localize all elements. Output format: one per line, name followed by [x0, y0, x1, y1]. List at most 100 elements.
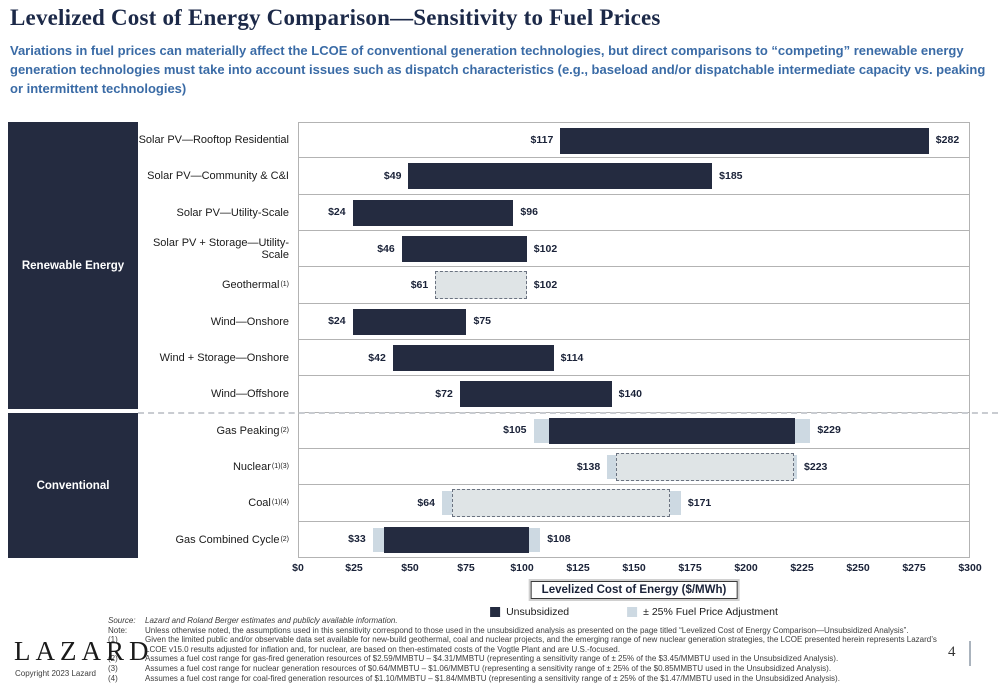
bar-segment-fuel	[794, 418, 811, 443]
chart-row: Coal (1)(4) $64 $171	[138, 485, 970, 522]
legend-item-unsubsidized: Unsubsidized	[490, 606, 569, 618]
page-title: Levelized Cost of Energy Comparison—Sens…	[10, 5, 661, 30]
footnote-label: (2)	[108, 654, 118, 664]
bar-segment-dashed	[616, 452, 794, 481]
bar-segment-solid	[459, 381, 612, 408]
x-tick: $200	[734, 562, 758, 574]
bar-segment-solid	[392, 344, 554, 371]
row-label: Gas Combined Cycle (2)	[175, 533, 290, 546]
bar-high-value: $102	[533, 278, 558, 291]
row-plot: $61 $102	[298, 267, 970, 304]
x-tick: $25	[345, 562, 363, 574]
bar-low-value: $49	[383, 169, 402, 182]
bar-low-value: $117	[530, 134, 554, 147]
row-label: Wind + Storage—Onshore	[159, 352, 289, 365]
bar-high-value: $282	[935, 134, 960, 147]
footnote-label: Note:	[108, 625, 128, 635]
bar-high-value: $171	[687, 496, 712, 509]
legend-label: ± 25% Fuel Price Adjustment	[643, 606, 778, 618]
row-label: Coal (1)(4)	[248, 497, 289, 510]
group-label-renewable-text: Renewable Energy	[21, 259, 125, 272]
row-plot: $117 $282	[298, 122, 970, 159]
bar-segment-fuel	[533, 418, 550, 443]
legend-label: Unsubsidized	[506, 606, 570, 618]
bar-low-value: $72	[435, 387, 453, 400]
row-plot: $64 $171	[298, 485, 970, 522]
page-number: 4	[948, 644, 956, 660]
x-tick: $275	[902, 562, 926, 574]
bar-segment-fuel	[793, 454, 798, 479]
group-label-renewable: Renewable Energy	[8, 122, 138, 409]
chart-row: Geothermal (1) $61 $102	[138, 267, 970, 304]
footnote-label: (1)	[108, 635, 118, 645]
footnote-label: (3)	[108, 663, 118, 673]
x-axis: $0 $25 $50 $75 $100 $125 $150 $175 $200 $225 $250 $…	[292, 562, 982, 576]
page-number-divider	[969, 641, 971, 666]
chart-row: Nuclear (1)(3) $138 $223	[138, 448, 970, 486]
x-tick: $150	[622, 562, 646, 574]
group-label-conventional: Conventional	[8, 413, 138, 558]
row-plot: $24 $75	[298, 303, 970, 340]
bar-high-value: $108	[547, 533, 571, 546]
lazard-logo: LAZARD	[14, 636, 154, 666]
footnote-row: (1) Given the limited public and/or obser…	[108, 635, 940, 654]
row-label: Geothermal (1)	[221, 279, 289, 292]
group-divider-dashed-line	[138, 412, 998, 414]
row-label: Solar PV + Storage—Utility-Scale	[152, 237, 289, 262]
row-plot: $105 $229	[298, 412, 970, 449]
bar-segment-solid	[383, 526, 530, 553]
bar-low-value: $46	[377, 242, 395, 255]
chart-rows: Solar PV—Rooftop Residential $117 $282 Sola…	[138, 122, 970, 558]
chart-row: Solar PV—Rooftop Residential $117 $282	[138, 122, 970, 159]
bar-segment-fuel	[669, 491, 681, 516]
bar-high-value: $223	[804, 460, 828, 473]
bar-segment-solid	[352, 308, 467, 335]
page-subtitle: Variations in fuel prices can materially…	[10, 43, 986, 96]
footnote-label: (4)	[108, 673, 118, 683]
bar-low-value: $61	[410, 278, 429, 291]
footnote-text: Given the limited public and/or observab…	[145, 635, 937, 654]
chart-row: Wind—Offshore $72 $140	[138, 376, 970, 413]
footnote-text: Unless otherwise noted, the assumptions …	[145, 625, 909, 635]
bar-segment-dashed	[435, 271, 527, 300]
bar-high-value: $114	[560, 351, 584, 364]
footnote-row: Note: Unless otherwise noted, the assumpt…	[108, 626, 940, 636]
footnote-row: (2) Assumes a fuel cost range for gas-fir…	[108, 654, 940, 664]
footnote-text: Assumes a fuel cost range for gas-fired …	[145, 654, 839, 664]
bar-segment-dashed	[451, 489, 670, 518]
x-tick: $0	[292, 562, 304, 574]
row-label: Solar PV—Community & C&I	[147, 170, 289, 183]
row-plot: $138 $223	[298, 448, 970, 486]
chart-row: Wind + Storage—Onshore $42 $114	[138, 339, 970, 377]
copyright-text: Copyright 2023 Lazard	[15, 669, 96, 678]
bar-high-value: $102	[533, 242, 558, 255]
legend-item-fuel-adjustment: ± 25% Fuel Price Adjustment	[627, 606, 778, 618]
chart-row: Gas Peaking (2) $105 $229	[138, 412, 970, 449]
bar-segment-fuel	[529, 527, 541, 552]
row-plot: $33 $108	[298, 521, 970, 558]
bar-segment-fuel	[441, 491, 452, 516]
bar-low-value: $42	[368, 351, 386, 364]
bar-segment-fuel	[607, 454, 617, 479]
chart-row: Solar PV—Community & C&I $49 $185	[138, 158, 970, 195]
chart-row: Wind—Onshore $24 $75	[138, 303, 970, 340]
row-plot: $49 $185	[298, 158, 970, 195]
footnote-text: Assumes a fuel cost range for nuclear ge…	[145, 663, 832, 673]
lcoe-bar-chart: Renewable Energy Conventional Solar PV—R…	[8, 122, 998, 558]
x-tick: $75	[457, 562, 475, 574]
bar-low-value: $138	[576, 460, 601, 473]
footnote-label: Source:	[108, 616, 136, 625]
bar-low-value: $33	[348, 533, 366, 546]
row-label: Solar PV—Utility-Scale	[176, 206, 289, 219]
x-axis-title-box: Levelized Cost of Energy ($/MWh)	[530, 581, 738, 599]
bar-high-value: $229	[817, 424, 841, 437]
x-tick: $100	[510, 562, 534, 574]
row-plot: $24 $96	[298, 194, 970, 231]
chart-row: Solar PV—Utility-Scale $24 $96	[138, 194, 970, 231]
bar-low-value: $105	[503, 424, 527, 437]
bar-segment-solid	[408, 163, 713, 190]
x-tick: $125	[566, 562, 590, 574]
footnote-row: (3) Assumes a fuel cost range for nuclear…	[108, 664, 940, 674]
row-plot: $42 $114	[298, 339, 970, 377]
